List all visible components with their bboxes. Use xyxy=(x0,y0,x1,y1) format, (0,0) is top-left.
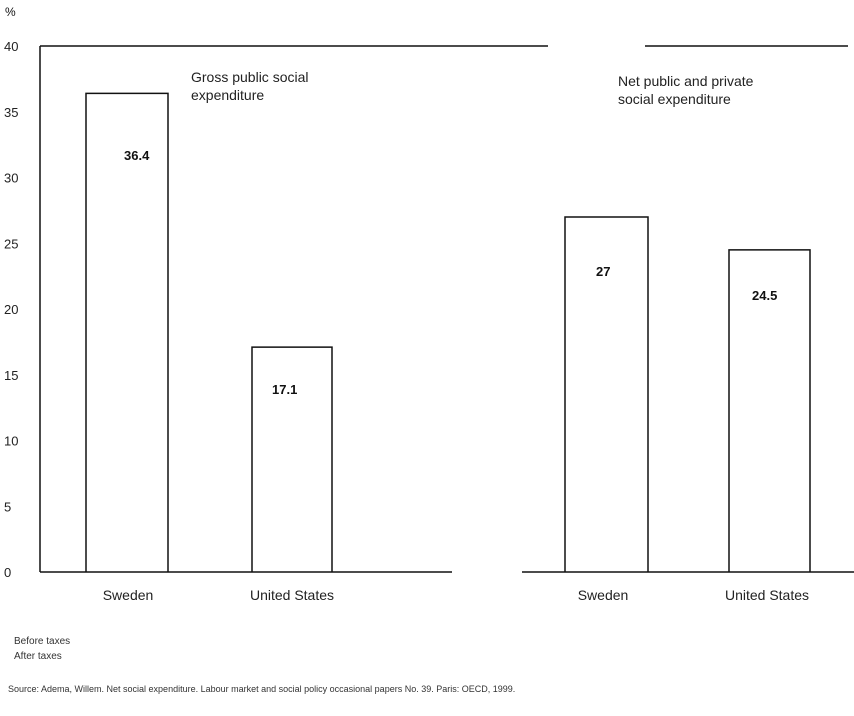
panel-1-title-line-2: expenditure xyxy=(191,87,264,103)
bar-panel2-united-states xyxy=(728,249,811,572)
bar-value-label-panel1-1: 36.4 xyxy=(124,148,150,163)
y-axis-unit-label: % xyxy=(5,5,16,19)
y-tick-label-15: 15 xyxy=(4,368,18,383)
bar-value-label-panel1-2: 17.1 xyxy=(272,382,297,397)
footnote-after-taxes: After taxes xyxy=(14,651,62,662)
bar-panel1-united-states xyxy=(251,346,333,572)
x-tick-label-panel2-1: Sweden xyxy=(578,587,629,603)
y-tick-label-20: 20 xyxy=(4,302,18,317)
x-tick-label-panel2-2: United States xyxy=(725,587,809,603)
x-tick-label-panel1-1: Sweden xyxy=(103,587,154,603)
panel-2-title-line-2: social expenditure xyxy=(618,91,731,107)
panel-1-title-line-1: Gross public social xyxy=(191,69,309,85)
y-tick-label-30: 30 xyxy=(4,171,18,186)
bar-panel2-sweden xyxy=(564,216,649,572)
bar-value-label-panel2-1: 27 xyxy=(596,264,610,279)
y-tick-label-35: 35 xyxy=(4,105,18,120)
source-note: Source: Adema, Willem. Net social expend… xyxy=(8,684,516,694)
y-tick-label-5: 5 xyxy=(4,499,11,514)
x-tick-label-panel1-2: United States xyxy=(250,587,334,603)
y-tick-label-25: 25 xyxy=(4,236,18,251)
y-tick-label-40: 40 xyxy=(4,39,18,54)
y-tick-label-10: 10 xyxy=(4,434,18,449)
y-tick-label-0: 0 xyxy=(4,565,11,580)
bar-panel1-sweden xyxy=(85,92,169,572)
panel-2-title-line-1: Net public and private xyxy=(618,73,754,89)
bar-value-label-panel2-2: 24.5 xyxy=(752,288,777,303)
footnote-before-taxes: Before taxes xyxy=(14,636,71,647)
